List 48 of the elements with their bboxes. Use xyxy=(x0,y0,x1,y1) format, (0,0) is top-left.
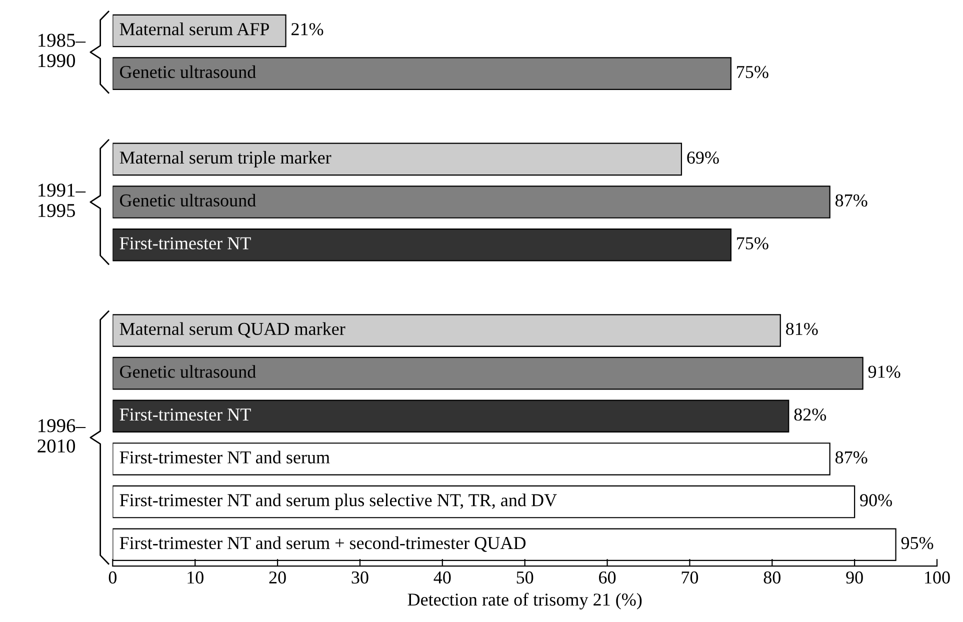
data-label: 87% xyxy=(835,194,868,207)
bar xyxy=(112,314,781,347)
data-label: 95% xyxy=(901,536,934,550)
x-tick-label: 20 xyxy=(269,571,286,584)
x-tick-label: 70 xyxy=(682,571,698,584)
x-tick-label: 50 xyxy=(516,571,534,584)
data-label: 21% xyxy=(292,23,324,36)
y-tick-label: First-trimester NT and serum plus selective NT, TR, and DV xyxy=(120,494,557,510)
y-tick-label: First-trimester NT and serum + second-trimester QUAD xyxy=(120,536,526,552)
y-tick-label: First-trimester NT xyxy=(120,237,251,250)
bar xyxy=(112,142,682,176)
data-label: 69% xyxy=(687,152,719,164)
y-tick-label: Genetic ultrasound xyxy=(120,65,256,78)
y-tick-label: Maternal serum AFP xyxy=(120,22,269,36)
data-label: 75% xyxy=(737,66,768,78)
bar xyxy=(112,356,864,390)
x-tick-label: 30 xyxy=(352,571,368,584)
x-tick-label: 100 xyxy=(925,571,950,584)
y-tick-label: Maternal serum QUAD marker xyxy=(120,322,346,338)
y-tick-label: First-trimester NT and serum xyxy=(120,450,330,464)
y-tick-label: Maternal serum triple marker xyxy=(120,151,332,168)
text: 1991– 1995 xyxy=(38,184,86,218)
y-tick-label: Genetic ultrasound xyxy=(120,194,256,207)
data-label: 82% xyxy=(794,408,826,421)
x-axis-title: Detection rate of trisomy 21 (%) xyxy=(408,592,642,610)
bar xyxy=(112,442,830,476)
x-tick-label: 90 xyxy=(846,571,863,584)
x-tick-label: 40 xyxy=(434,571,451,584)
bar xyxy=(112,186,830,218)
bar xyxy=(112,228,732,262)
bar xyxy=(112,400,790,433)
x-tick-label: 10 xyxy=(188,571,204,584)
text: 1985– 1990 xyxy=(38,34,86,68)
bar xyxy=(112,14,286,48)
text: 1996– 2010 xyxy=(38,419,86,453)
bar xyxy=(112,485,856,518)
bar xyxy=(112,57,732,90)
y-tick-label: First-trimester NT xyxy=(120,408,251,421)
x-tick-label: 0 xyxy=(108,571,116,584)
data-label: 91% xyxy=(868,366,900,378)
x-tick-label: 80 xyxy=(764,571,780,584)
data-label: 75% xyxy=(737,237,768,250)
data-label: 81% xyxy=(786,322,818,336)
x-tick-label: 60 xyxy=(599,571,616,584)
data-label: 90% xyxy=(860,494,892,506)
data-label: 87% xyxy=(835,451,868,464)
y-tick-label: Genetic ultrasound xyxy=(120,365,256,378)
bar xyxy=(112,528,896,562)
